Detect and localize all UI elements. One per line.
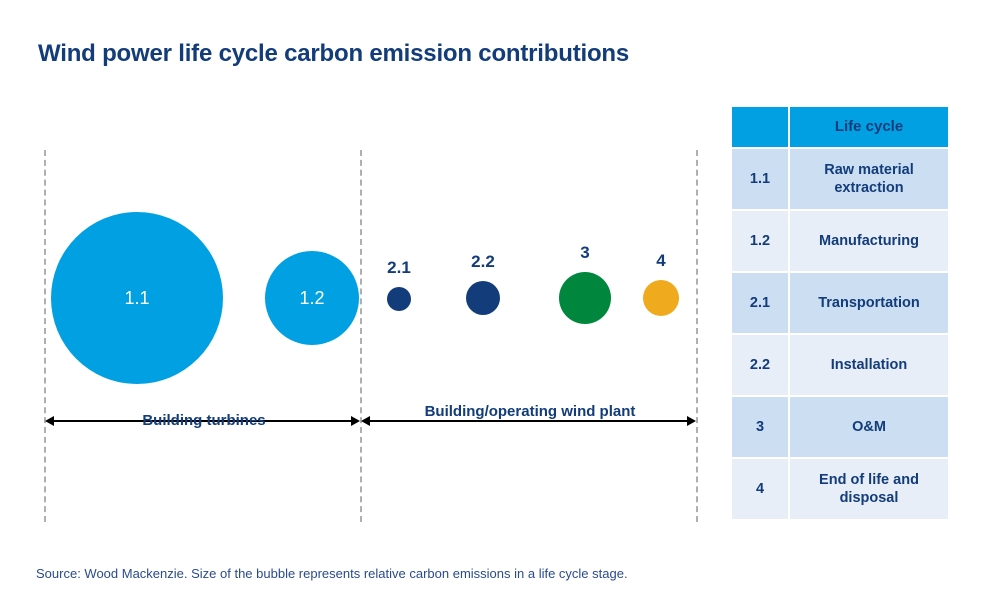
source-note: Source: Wood Mackenzie. Size of the bubb…: [36, 566, 628, 581]
table-row[interactable]: 1.2 Manufacturing: [732, 211, 948, 271]
table-header-number: [732, 107, 788, 147]
divider-line-middle: [360, 150, 362, 522]
table-cell-lifecycle: O&M: [790, 397, 948, 457]
table-cell-lifecycle: End of life and disposal: [790, 459, 948, 519]
arrow-left-icon: [361, 416, 370, 426]
bracket-line: [54, 420, 351, 422]
table-cell-number: 3: [732, 397, 788, 457]
table-cell-lifecycle: Manufacturing: [790, 211, 948, 271]
bubble-outer-label-3: 3: [580, 243, 590, 262]
bubble-2-1[interactable]: [387, 287, 411, 311]
divider-line-right: [696, 150, 698, 522]
bracket-label-building-turbines: Building turbines: [142, 412, 266, 429]
bubble-outer-label-4: 4: [656, 251, 666, 270]
bubble-3[interactable]: [559, 272, 611, 324]
bracket-line: [370, 420, 687, 422]
arrow-left-icon: [45, 416, 54, 426]
bracket-label-building-operating-wind-plant: Building/operating wind plant: [424, 403, 636, 420]
table-row[interactable]: 4 End of life and disposal: [732, 459, 948, 519]
bubble-label-1-2: 1.2: [299, 288, 325, 308]
arrow-right-icon: [687, 416, 696, 426]
table-cell-number: 2.1: [732, 273, 788, 333]
table-cell-lifecycle: Transportation: [790, 273, 948, 333]
arrow-right-icon: [351, 416, 360, 426]
bubble-label-1-1: 1.1: [124, 288, 150, 308]
bubble-1-2[interactable]: 1.2: [265, 251, 359, 345]
table-header-row: Life cycle: [732, 107, 948, 147]
table-row[interactable]: 2.1 Transportation: [732, 273, 948, 333]
bubble-chart: 1.1 1.2 2.1 2.2 3 4 Building turbines Bu…: [44, 150, 698, 522]
bubble-outer-label-2-1: 2.1: [387, 258, 411, 277]
page-title: Wind power life cycle carbon emission co…: [38, 40, 630, 67]
bracket-building-operating-wind-plant: [361, 416, 696, 426]
bracket-building-turbines: [45, 416, 360, 426]
bubble-outer-label-2-2: 2.2: [471, 252, 495, 271]
table-cell-lifecycle: Installation: [790, 335, 948, 395]
divider-line-left: [44, 150, 46, 522]
table-row[interactable]: 1.1 Raw material extraction: [732, 149, 948, 209]
table-cell-number: 4: [732, 459, 788, 519]
bubble-1-1[interactable]: 1.1: [51, 212, 223, 384]
table-cell-number: 1.2: [732, 211, 788, 271]
table-cell-number: 1.1: [732, 149, 788, 209]
table-row[interactable]: 2.2 Installation: [732, 335, 948, 395]
table-cell-number: 2.2: [732, 335, 788, 395]
bubble-4[interactable]: [643, 280, 679, 316]
bubble-2-2[interactable]: [466, 281, 500, 315]
table-cell-lifecycle: Raw material extraction: [790, 149, 948, 209]
lifecycle-table: Life cycle 1.1 Raw material extraction 1.2…: [730, 105, 950, 521]
table-row[interactable]: 3 O&M: [732, 397, 948, 457]
table-header-lifecycle: Life cycle: [790, 107, 948, 147]
